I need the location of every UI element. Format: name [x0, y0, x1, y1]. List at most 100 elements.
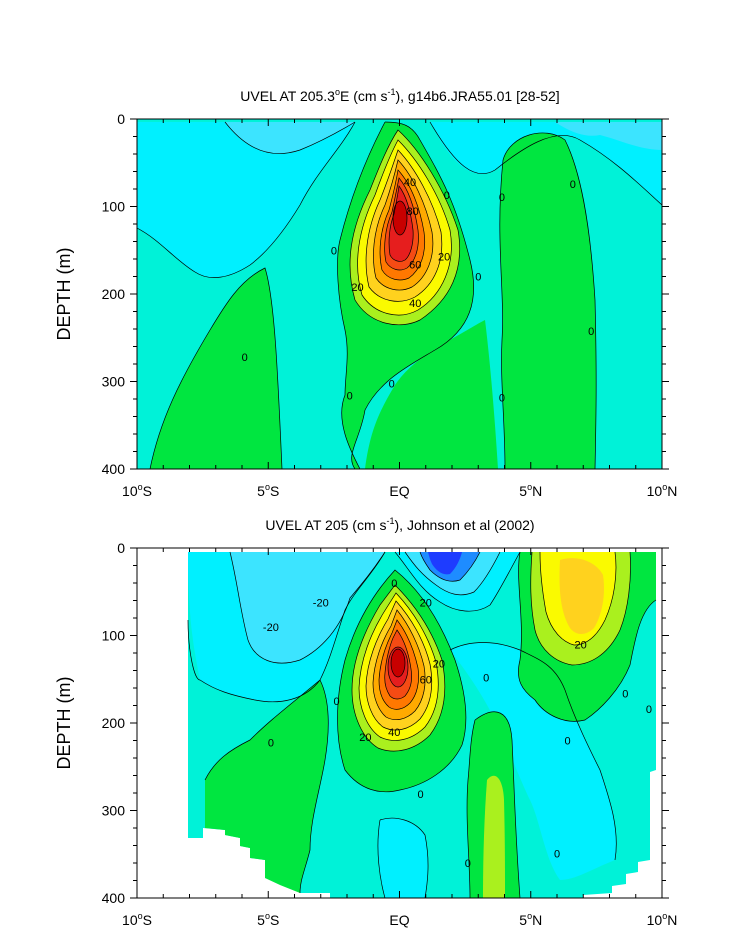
x-tick-label: 10oN: [647, 482, 678, 499]
y-tick-label: 300: [102, 374, 126, 390]
panel1-contour-labels: 40 80 60 20 20 40 0 0 0 0 0 0 0 0 0 0: [242, 177, 595, 404]
x-tick-label: 5oN: [519, 911, 542, 928]
contour-label: 0: [570, 179, 576, 191]
panel-model: UVEL AT 205.3oE (cm s-1), g14b6.JRA55.01…: [54, 87, 677, 499]
x-tick-label: 5oS: [257, 911, 279, 928]
panel-observations: UVEL AT 205 (cm s-1), Johnson et al (200…: [54, 516, 677, 928]
contour-label: 40: [409, 298, 421, 310]
contour-label: 0: [588, 326, 594, 338]
panel2-negative-line: [404, 551, 501, 596]
panel1-negative-line: [224, 121, 356, 154]
x-tick-label: 10oS: [122, 911, 152, 928]
x-tick-label: 5oS: [257, 482, 279, 499]
y-tick-label: 400: [102, 890, 126, 906]
panel2-green-band-left: [205, 680, 329, 893]
panel1-contour-line: [349, 129, 461, 326]
panel2-contour-line: [351, 584, 446, 752]
contour-label: 0: [417, 789, 423, 801]
contour-label: 40: [404, 177, 416, 189]
panel1-green-bottom: [365, 320, 498, 469]
contour-label: 0: [499, 392, 505, 404]
y-tick-label: 100: [102, 628, 126, 644]
panel2-zero-line: [379, 817, 429, 898]
panel2-contour-line: [390, 648, 406, 678]
panel1-contour-line: [379, 169, 426, 281]
y-tick-label: 200: [102, 715, 126, 731]
panel2-sky-left: [230, 552, 385, 664]
panel1-sky-patch-right: [555, 122, 662, 150]
panel2-contour-line: [387, 646, 409, 688]
panel2-zero-line: [518, 551, 657, 722]
panel1-green-right: [499, 132, 597, 469]
panel2-core: [391, 649, 405, 677]
y-tick-label: 200: [102, 286, 126, 302]
panel1-contour-line: [384, 177, 419, 271]
x-tick-label: EQ: [389, 483, 409, 499]
contour-label: 0: [268, 737, 274, 749]
panel1-title: UVEL AT 205.3oE (cm s-1), g14b6.JRA55.01…: [240, 87, 559, 104]
contour-label: 0: [622, 688, 628, 700]
panel1-zero-line: [499, 159, 506, 469]
panel2-negative-line: [187, 551, 386, 703]
panel2-contour-line: [358, 592, 439, 741]
panel2-zero-line: [474, 711, 521, 898]
panel2-negative-line: [394, 551, 521, 612]
panel2-contour-lines: [187, 551, 657, 898]
panel2-negative-line: [419, 551, 481, 582]
contour-label: 40: [388, 727, 400, 739]
x-tick-label: 10oS: [122, 482, 152, 499]
panel2-contour-line: [365, 600, 433, 731]
contour-label: 20: [433, 659, 445, 671]
panel2-zero-line: [449, 642, 617, 861]
y-tick-label: 400: [102, 461, 126, 477]
contour-label: 0: [333, 696, 339, 708]
panel1-contour-line: [392, 200, 408, 236]
panel1-fill: 40 80 60 20 20 40 0 0 0 0 0 0 0 0 0 0: [137, 119, 662, 469]
panel1-negative-line: [429, 121, 662, 206]
x-tick-label: EQ: [389, 912, 409, 928]
panel1-contour-lines: [137, 121, 662, 469]
panel1-ylabel: DEPTH (m): [54, 248, 74, 341]
contour-label: 0: [475, 272, 481, 284]
panel1-contour-line: [365, 149, 443, 302]
contour-label: 0: [499, 192, 505, 204]
contour-label: 0: [331, 245, 337, 257]
y-tick-label: 300: [102, 803, 126, 819]
panel1-zero-line: [351, 121, 474, 469]
panel2-cyan-mid: [450, 642, 617, 880]
panel1-zero-line: [502, 132, 597, 469]
contour-label: 20: [438, 251, 450, 263]
panel2-negative-line: [229, 551, 386, 664]
panel2-gold-right: [559, 558, 604, 634]
panel2-ylabel: DEPTH (m): [54, 677, 74, 770]
panel2-positive-line: [539, 551, 617, 646]
contour-label: 0: [646, 704, 652, 716]
panel2-blue-dark: [428, 552, 462, 575]
panel2-contour-line: [384, 629, 412, 700]
contour-label: 80: [407, 206, 419, 218]
panel2-zero-line: [204, 679, 329, 894]
contour-label: 20: [351, 282, 363, 294]
panel1-core: [393, 201, 407, 235]
contour-label: 0: [242, 352, 248, 364]
panel2-title: UVEL AT 205 (cm s-1), Johnson et al (200…: [265, 516, 534, 533]
panel1-sky-patch: [225, 122, 355, 154]
contour-label: 0: [391, 578, 397, 590]
contour-label: 0: [564, 736, 570, 748]
panel2-zero-line: [337, 569, 467, 793]
panel1-zero-line: [337, 121, 386, 469]
contour-label: 60: [409, 259, 421, 271]
panel2-zero-line: [377, 819, 386, 898]
panel2-contour-line: [378, 619, 419, 710]
panel2-yellowgreen-column: [483, 775, 505, 898]
panel2-cyan-bottom: [377, 818, 429, 898]
contour-label: -20: [313, 597, 329, 609]
panel2-contour-line: [372, 609, 426, 721]
contour-label: 0: [389, 378, 395, 390]
contour-label: 0: [347, 391, 353, 403]
panel1-contour-line: [357, 139, 452, 316]
